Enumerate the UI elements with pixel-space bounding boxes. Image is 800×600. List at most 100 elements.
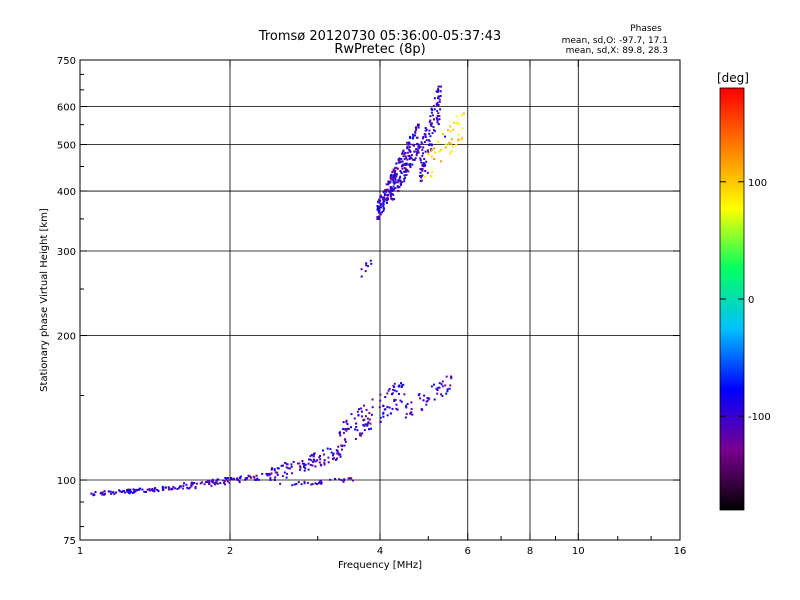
data-point (185, 483, 188, 486)
data-point (438, 150, 441, 153)
data-point (424, 134, 427, 137)
data-point (110, 492, 113, 495)
data-point (395, 166, 398, 169)
x-tick-label: 10 (572, 546, 585, 557)
data-point (238, 481, 241, 484)
data-point (340, 444, 343, 447)
data-point (425, 139, 428, 142)
data-point (429, 115, 432, 118)
data-point (301, 460, 304, 462)
data-point (337, 445, 340, 448)
data-point (368, 428, 370, 431)
data-point (382, 205, 385, 208)
data-point (270, 472, 273, 475)
data-point (406, 145, 409, 148)
data-point (444, 384, 447, 387)
data-point (299, 465, 302, 468)
data-point (365, 408, 368, 411)
data-point (415, 127, 418, 130)
data-point (379, 212, 382, 215)
data-point (393, 398, 396, 401)
data-point (303, 469, 306, 472)
data-point (399, 182, 402, 185)
data-point (430, 111, 433, 114)
data-point (347, 477, 350, 480)
data-point (420, 141, 423, 144)
data-point (238, 479, 241, 482)
data-point (436, 110, 439, 112)
data-point (410, 408, 413, 411)
data-point (403, 153, 406, 156)
data-point (444, 146, 447, 149)
data-point (354, 428, 357, 431)
data-point (309, 464, 312, 466)
data-point (355, 426, 358, 428)
data-point (392, 388, 395, 391)
data-point (428, 132, 431, 135)
data-point (451, 145, 454, 148)
data-point (291, 472, 294, 475)
data-point (333, 457, 335, 460)
data-point (393, 386, 396, 388)
data-point (441, 394, 444, 397)
data-point (186, 486, 189, 489)
data-point (293, 483, 296, 486)
data-point (436, 392, 439, 395)
data-point (378, 198, 381, 201)
data-point (393, 382, 396, 385)
data-point (357, 414, 360, 416)
data-point (413, 158, 416, 161)
data-point (392, 193, 395, 196)
data-point (391, 198, 393, 201)
data-point (431, 109, 434, 111)
data-point (409, 137, 412, 140)
data-point (178, 486, 181, 489)
data-point (127, 488, 130, 491)
data-point (350, 426, 352, 429)
data-point (456, 122, 459, 125)
data-point (107, 490, 110, 493)
data-point (310, 459, 313, 462)
data-point (409, 164, 412, 167)
data-point (129, 490, 132, 493)
data-point (113, 493, 116, 496)
data-point (390, 177, 393, 180)
data-point (331, 457, 334, 460)
data-point (403, 164, 406, 166)
data-point (382, 210, 385, 212)
data-point (449, 125, 452, 128)
data-point (388, 388, 391, 390)
data-point (190, 482, 193, 485)
x-axis-label: Frequency [MHz] (338, 560, 422, 571)
data-point (424, 127, 427, 129)
colorbar-tick-label: 0 (748, 295, 754, 306)
data-point (364, 270, 367, 273)
data-point (360, 275, 363, 278)
data-point (334, 478, 337, 480)
data-point (442, 133, 444, 135)
data-point (424, 176, 427, 178)
data-point (417, 126, 420, 129)
data-point (416, 124, 419, 127)
data-point (404, 169, 407, 171)
data-point (244, 477, 247, 480)
data-point (438, 115, 441, 118)
data-point (437, 95, 440, 98)
data-point (411, 413, 414, 416)
data-point (223, 483, 226, 486)
data-point (148, 488, 151, 491)
data-point (416, 151, 419, 153)
data-point (435, 387, 438, 390)
data-point (392, 174, 395, 177)
data-point (398, 185, 401, 188)
data-point (389, 412, 392, 415)
data-point (342, 431, 345, 434)
data-point (414, 131, 417, 134)
data-point (206, 479, 209, 482)
data-point (358, 408, 360, 411)
data-point (320, 482, 323, 485)
data-point (420, 161, 423, 164)
data-point (112, 491, 115, 494)
data-point (446, 390, 449, 393)
data-point (403, 158, 406, 161)
